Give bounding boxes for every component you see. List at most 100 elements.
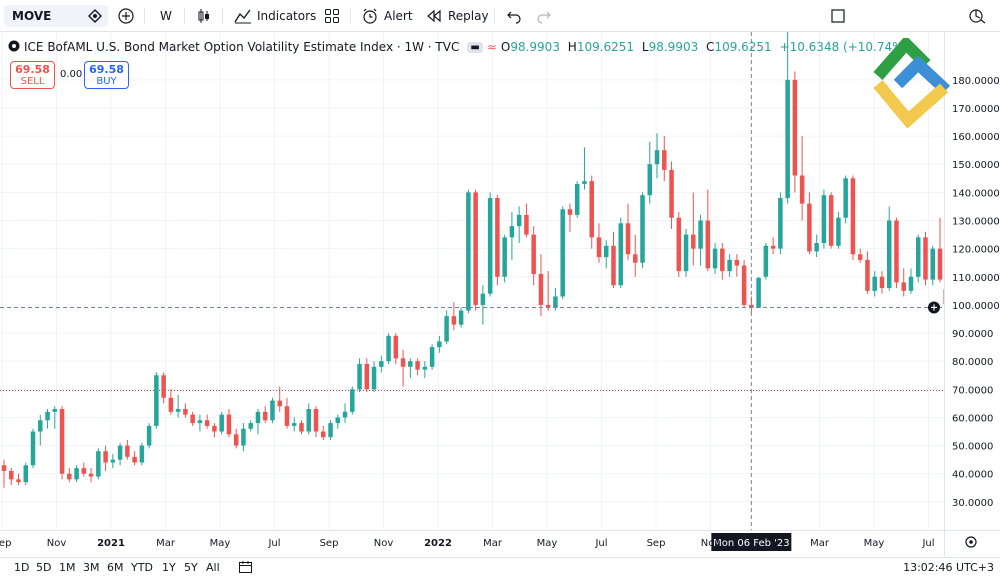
candle: [531, 226, 536, 286]
buy-button[interactable]: 69.58 BUY: [84, 61, 129, 89]
candle: [915, 234, 921, 283]
low-value: 98.9903: [648, 40, 699, 54]
candle-body: [451, 316, 457, 325]
y-tick-label: 80.0000: [952, 357, 993, 368]
candle: [807, 192, 812, 255]
symbol-search[interactable]: MOVE: [4, 5, 108, 27]
candle-body: [371, 366, 377, 390]
redo-icon[interactable]: [536, 0, 552, 32]
candle-body: [30, 431, 36, 466]
candle-body: [219, 414, 224, 432]
fullscreen-icon[interactable]: [830, 0, 846, 32]
sell-button[interactable]: 69.58 SELL: [10, 61, 55, 89]
candle: [81, 462, 87, 477]
range-1m[interactable]: 1M: [59, 561, 76, 574]
candle: [545, 271, 551, 311]
candle: [364, 358, 370, 393]
replay-button[interactable]: Replay: [426, 0, 489, 32]
candle-body: [473, 192, 478, 305]
candle: [538, 254, 544, 317]
interval-button[interactable]: W: [160, 9, 172, 23]
candle: [502, 234, 507, 283]
range-6m[interactable]: 6M: [107, 561, 124, 574]
candle: [894, 217, 899, 289]
candle-body: [306, 409, 311, 432]
y-tick-label: 160.0000: [952, 132, 1000, 143]
candle: [451, 302, 457, 331]
candle: [132, 451, 137, 466]
candle-body: [357, 364, 362, 390]
candle: [16, 473, 21, 485]
y-tick-label: 100.0000: [952, 301, 1000, 312]
range-1d[interactable]: 1D: [14, 561, 30, 574]
candle: [393, 333, 399, 364]
candle: [821, 189, 827, 249]
candles-style-icon[interactable]: [196, 0, 212, 32]
candle: [321, 425, 326, 440]
candle-body: [458, 310, 464, 325]
candle: [778, 192, 783, 255]
layouts-icon[interactable]: [324, 0, 340, 32]
go-to-date-icon[interactable]: [238, 560, 254, 577]
candle-body: [74, 468, 79, 480]
symbol-label: MOVE: [12, 9, 52, 23]
candle-body: [270, 400, 275, 421]
range-ytd[interactable]: YTD: [131, 561, 153, 574]
candle: [9, 468, 14, 485]
candle: [799, 136, 805, 221]
y-tick-label: 70.0000: [952, 385, 993, 396]
candle-body: [255, 411, 261, 424]
candle: [335, 414, 341, 429]
candle-body: [81, 468, 87, 474]
indicators-button[interactable]: Indicators: [234, 0, 316, 32]
candle: [712, 243, 718, 274]
candle-body: [233, 434, 239, 446]
alert-label: Alert: [384, 9, 413, 23]
range-1y[interactable]: 1Y: [162, 561, 176, 574]
candle-body: [204, 420, 210, 426]
candle-body: [691, 234, 696, 249]
toolbar-divider: [222, 8, 223, 24]
crosshair-date-label: Mon 06 Feb '23: [713, 538, 790, 549]
undo-icon[interactable]: [506, 0, 522, 32]
candle-body: [857, 254, 863, 260]
range-5d[interactable]: 5D: [36, 561, 52, 574]
add-symbol-icon[interactable]: [118, 0, 134, 32]
series-legend: ICE BofAML U.S. Bond Market Option Volat…: [8, 38, 908, 56]
candle-body: [886, 220, 892, 289]
candle: [582, 147, 587, 190]
candle-body: [364, 364, 370, 390]
candle-body: [386, 335, 391, 362]
candle-body: [785, 79, 790, 198]
candle-body: [495, 198, 500, 277]
candle: [328, 420, 333, 440]
range-all[interactable]: All: [206, 561, 220, 574]
candle: [204, 414, 210, 429]
candle-body: [154, 375, 159, 426]
candle-body: [727, 259, 732, 272]
sell-label: SELL: [20, 76, 45, 87]
snapshot-icon[interactable]: [968, 0, 986, 32]
candle: [277, 386, 282, 412]
candle-body: [241, 428, 246, 446]
candle-body: [865, 259, 870, 291]
candles-layer: [1, 29, 943, 488]
candle-body: [770, 245, 776, 249]
candle: [154, 372, 159, 429]
candle-body: [284, 406, 290, 426]
series-title[interactable]: ICE BofAML U.S. Bond Market Option Volat…: [24, 40, 460, 54]
range-5y[interactable]: 5Y: [184, 561, 198, 574]
candle: [683, 228, 689, 277]
alert-button[interactable]: Alert: [362, 0, 413, 32]
candle-body: [647, 164, 653, 196]
watchlist-icon[interactable]: [88, 9, 102, 26]
candle-body: [190, 414, 195, 424]
y-tick-label: 60.0000: [952, 413, 993, 424]
candle-body: [792, 79, 798, 176]
range-3m[interactable]: 3M: [83, 561, 100, 574]
candle-body: [146, 425, 152, 446]
candle-body: [277, 400, 282, 407]
candle: [596, 223, 602, 263]
candle: [647, 141, 653, 204]
